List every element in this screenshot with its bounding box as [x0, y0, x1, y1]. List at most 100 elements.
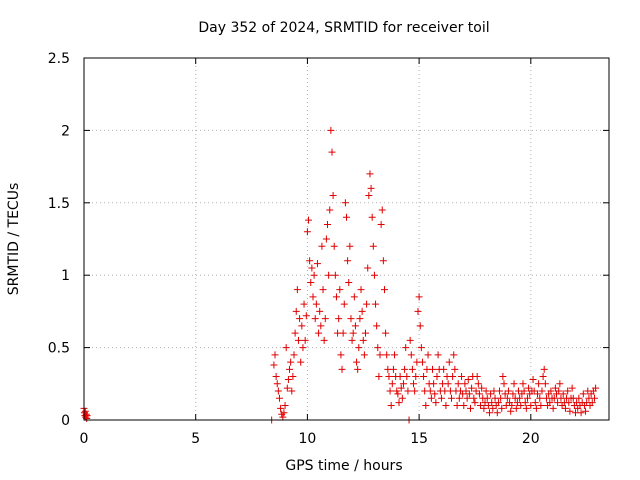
data-point: [575, 394, 583, 402]
data-point: [327, 126, 335, 134]
data-point: [302, 312, 310, 320]
x-tick-label: 0: [80, 431, 89, 447]
data-point: [353, 358, 361, 366]
data-point: [411, 387, 419, 395]
data-point: [477, 402, 485, 410]
data-point: [360, 351, 368, 359]
data-point: [382, 329, 390, 337]
data-point: [442, 402, 450, 410]
data-point: [316, 307, 324, 315]
data-point: [480, 404, 488, 412]
data-point: [277, 404, 285, 412]
data-point: [546, 399, 554, 407]
data-point: [437, 394, 445, 402]
data-point: [527, 402, 535, 410]
data-point: [473, 373, 481, 381]
data-point: [517, 402, 525, 410]
data-point: [387, 402, 395, 410]
data-point: [330, 242, 338, 250]
data-point: [449, 373, 457, 381]
data-point: [399, 380, 407, 388]
data-point: [550, 394, 558, 402]
data-point: [383, 351, 391, 359]
data-point: [281, 402, 289, 410]
data-point: [354, 365, 362, 373]
data-point: [471, 399, 479, 407]
data-point: [535, 380, 543, 388]
data-point: [481, 399, 489, 407]
data-point: [565, 399, 573, 407]
data-point: [430, 380, 438, 388]
data-point: [424, 351, 432, 359]
data-point: [347, 315, 355, 323]
data-point: [315, 329, 323, 337]
data-point: [319, 286, 327, 294]
data-point: [282, 344, 290, 352]
x-tick-label: 10: [298, 431, 316, 447]
data-point: [344, 257, 352, 265]
data-point: [373, 322, 381, 330]
data-point: [508, 402, 516, 410]
data-point: [485, 409, 493, 417]
data-point: [531, 399, 539, 407]
data-point: [493, 409, 501, 417]
data-point: [460, 402, 468, 410]
data-point: [328, 148, 336, 156]
data-point: [465, 390, 473, 398]
x-tick-label: 5: [191, 431, 200, 447]
data-point: [339, 329, 347, 337]
plot-border: [83, 57, 610, 421]
data-point: [270, 361, 278, 369]
data-point: [523, 394, 531, 402]
data-point: [468, 384, 476, 392]
data-point: [343, 213, 350, 221]
data-point: [461, 380, 469, 388]
data-point: [289, 373, 297, 381]
data-point: [286, 365, 294, 373]
data-point: [455, 394, 463, 402]
data-point: [522, 404, 530, 412]
data-point: [357, 286, 365, 294]
data-point: [507, 407, 515, 415]
data-point: [513, 399, 521, 407]
data-point: [414, 307, 422, 315]
data-point: [588, 399, 596, 407]
data-point: [271, 351, 279, 359]
x-tick-label: 15: [410, 431, 428, 447]
data-point: [310, 271, 318, 279]
data-point: [283, 384, 291, 392]
data-point: [474, 380, 482, 388]
data-point: [355, 344, 363, 352]
data-point: [488, 399, 496, 407]
data-point: [299, 344, 307, 352]
data-point: [349, 329, 357, 337]
data-point: [450, 351, 458, 359]
data-point: [464, 375, 472, 383]
data-point: [403, 373, 411, 381]
data-point: [365, 192, 373, 200]
data-point: [590, 394, 598, 402]
data-point: [556, 380, 564, 388]
data-point: [326, 206, 334, 214]
y-tick-label: 1.5: [48, 196, 70, 212]
chart-title: Day 352 of 2024, SRMTID for receiver toi…: [198, 20, 489, 36]
data-point: [331, 271, 339, 279]
data-point: [484, 402, 492, 410]
data-point: [369, 242, 377, 250]
data-point: [301, 336, 309, 344]
data-point: [321, 315, 329, 323]
data-point: [376, 351, 384, 359]
data-point: [503, 394, 511, 402]
data-point: [290, 351, 298, 359]
data-point: [374, 344, 382, 352]
data-point: [335, 315, 343, 323]
data-point: [337, 351, 345, 359]
data-point: [501, 390, 509, 398]
data-point: [451, 365, 459, 373]
data-point: [325, 271, 333, 279]
data-point: [294, 336, 302, 344]
data-point: [454, 380, 462, 388]
data-point: [516, 394, 524, 402]
data-point: [566, 407, 574, 415]
data-point: [395, 399, 403, 407]
